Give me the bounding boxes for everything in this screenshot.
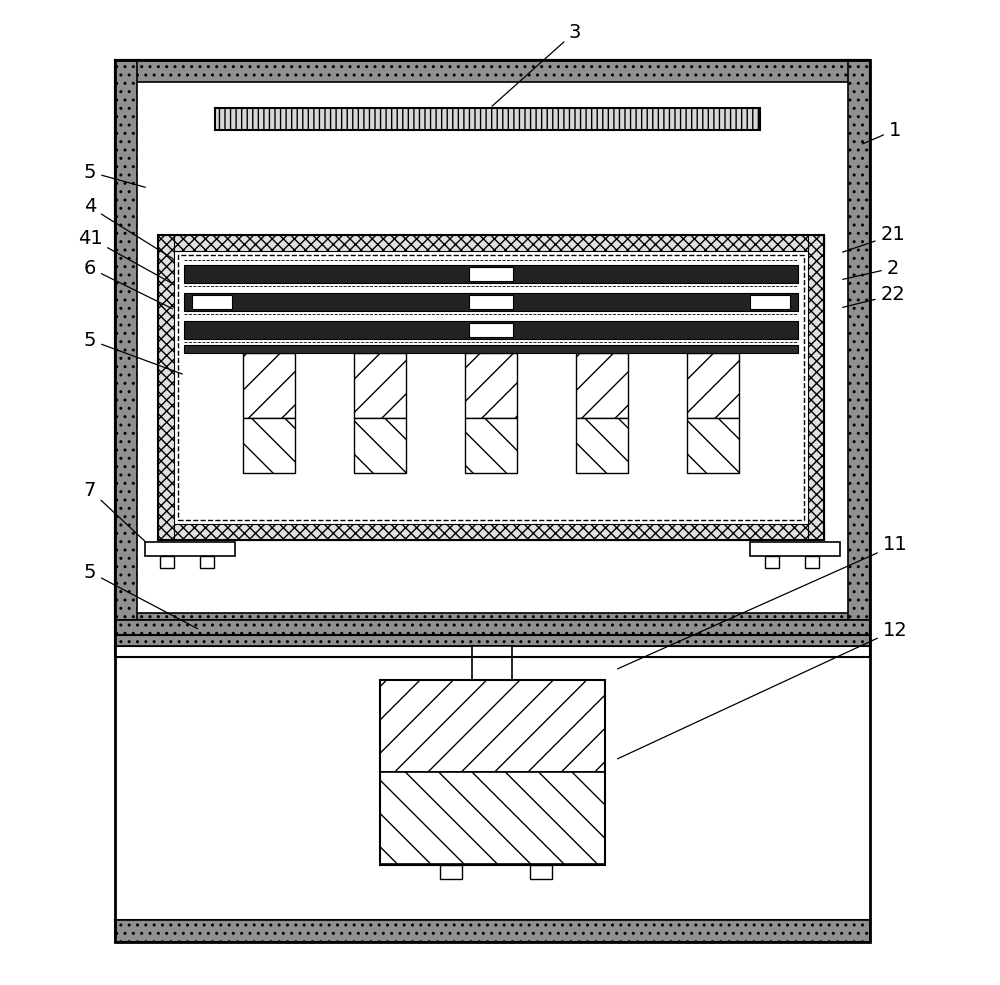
Bar	[765, 556, 779, 568]
Bar	[160, 556, 174, 568]
Bar	[243, 353, 295, 418]
Bar	[380, 680, 605, 865]
Bar	[472, 646, 512, 680]
Bar	[184, 321, 798, 339]
Bar	[687, 353, 739, 418]
Bar	[530, 865, 552, 879]
Bar	[158, 524, 824, 540]
Text: 5: 5	[84, 562, 198, 628]
Bar	[243, 418, 295, 473]
Bar	[687, 418, 739, 473]
Bar	[174, 251, 808, 524]
Bar	[576, 353, 628, 418]
Bar	[178, 255, 804, 520]
Bar	[137, 82, 848, 613]
Bar	[576, 418, 628, 473]
Bar	[115, 60, 137, 635]
Text: 5: 5	[84, 163, 145, 187]
Text: 12: 12	[618, 621, 907, 758]
Text: 1: 1	[863, 120, 901, 144]
Bar	[469, 323, 513, 337]
Bar	[115, 60, 870, 635]
Bar	[184, 345, 798, 353]
Text: 7: 7	[84, 481, 163, 558]
Bar	[192, 295, 232, 309]
Bar	[158, 235, 824, 251]
Bar	[354, 353, 406, 418]
Bar	[145, 542, 235, 556]
Bar	[469, 295, 513, 309]
Bar	[115, 920, 870, 942]
Bar	[750, 295, 790, 309]
Bar	[380, 772, 605, 864]
Bar	[354, 418, 406, 473]
Bar	[184, 265, 798, 283]
Bar	[465, 418, 517, 473]
Bar	[115, 613, 870, 635]
Text: 3: 3	[492, 23, 581, 106]
Text: 6: 6	[84, 258, 173, 308]
Text: 22: 22	[843, 286, 905, 307]
Bar	[805, 556, 819, 568]
Text: 5: 5	[84, 331, 182, 374]
Bar	[808, 235, 824, 540]
Bar	[115, 60, 870, 657]
Text: 2: 2	[843, 258, 899, 280]
Bar	[115, 620, 870, 646]
Bar	[115, 60, 870, 82]
Bar	[750, 542, 840, 556]
Bar	[848, 60, 870, 635]
Bar	[215, 108, 760, 130]
Bar	[215, 108, 760, 130]
Text: 11: 11	[618, 536, 907, 669]
Text: 21: 21	[843, 226, 905, 252]
Bar	[158, 235, 824, 540]
Bar	[115, 60, 870, 942]
Text: 41: 41	[78, 229, 173, 284]
Bar	[469, 267, 513, 281]
Bar	[465, 353, 517, 418]
Bar	[380, 680, 605, 772]
Bar	[200, 556, 214, 568]
Text: 4: 4	[84, 198, 173, 258]
Bar	[158, 235, 174, 540]
Bar	[440, 865, 462, 879]
Bar	[184, 293, 798, 311]
